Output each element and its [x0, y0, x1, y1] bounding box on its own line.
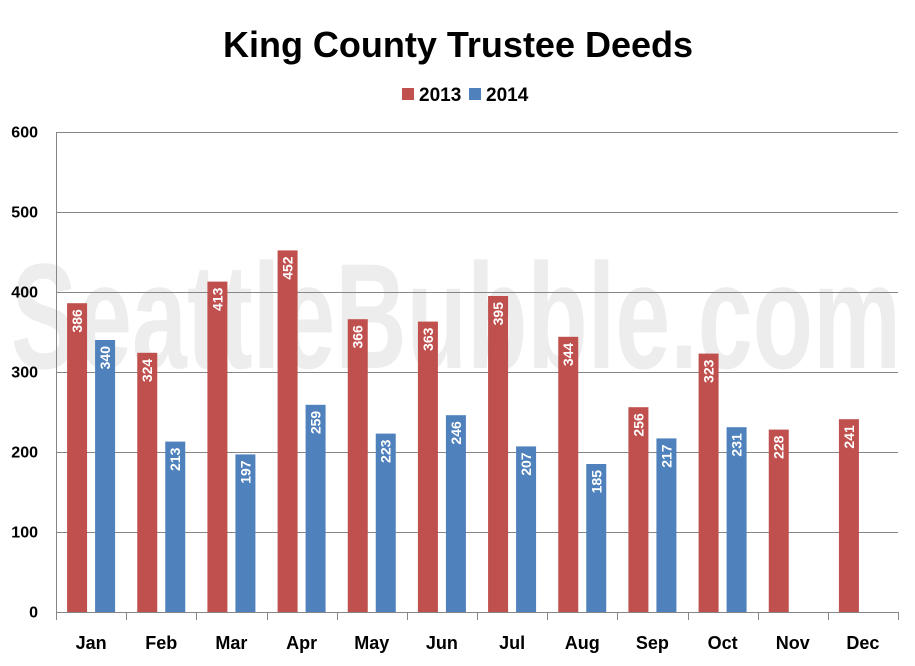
bar-2013-oct [698, 353, 719, 612]
bar-2014-aug [586, 464, 607, 612]
data-label: 207 [518, 452, 534, 476]
y-tick-label: 300 [11, 365, 38, 382]
bar-2013-apr [277, 250, 298, 612]
data-label: 395 [490, 302, 506, 326]
bar-2013-dec [838, 419, 859, 612]
data-label: 241 [841, 425, 857, 449]
x-tick-label: Jun [426, 633, 458, 653]
bars [67, 250, 859, 612]
data-label: 223 [378, 439, 394, 463]
x-tick-label: Sep [636, 633, 669, 653]
chart-title: King County Trustee Deeds [223, 24, 693, 65]
bar-2014-sep [656, 438, 677, 612]
data-label: 323 [701, 359, 717, 383]
data-label: 256 [630, 413, 646, 437]
bar-2014-oct [726, 427, 747, 612]
data-label: 246 [448, 421, 464, 445]
legend: 2013 2014 [402, 85, 529, 106]
x-tick-label: Aug [565, 633, 600, 653]
data-label: 366 [350, 325, 366, 349]
data-label: 197 [237, 460, 253, 484]
legend-swatch [402, 88, 414, 100]
data-label: 452 [280, 256, 296, 280]
x-tick-label: Jan [76, 633, 107, 653]
bar-2014-jun [445, 415, 466, 612]
x-axis-categories: Jan Feb Mar Apr May Jun Jul Aug Sep Oct Nov Dec [76, 633, 880, 653]
data-label: 340 [97, 346, 113, 370]
bar-2013-mar [207, 281, 228, 612]
grid-lines [56, 132, 898, 533]
data-label: 344 [560, 343, 576, 367]
data-label: 231 [729, 433, 745, 457]
bar-2013-jan [67, 303, 88, 612]
bar-2014-mar [235, 454, 256, 612]
x-tick-label: Feb [145, 633, 177, 653]
bar-2013-jul [488, 296, 509, 612]
bar-2013-feb [137, 352, 158, 612]
bar-2013-nov [768, 429, 789, 612]
x-tick-label: Dec [846, 633, 879, 653]
legend-label: 2014 [486, 85, 529, 106]
data-labels: 386 340 324 213 413 197 452 259 366 223 363 246 395 2… [69, 256, 857, 493]
data-label: 185 [588, 470, 604, 494]
bar-2013-aug [558, 336, 579, 612]
x-tick-label: May [354, 633, 389, 653]
y-tick-label: 100 [11, 525, 38, 542]
y-tick-label: 200 [11, 445, 38, 462]
bar-2014-jan [95, 340, 116, 612]
data-label: 386 [69, 309, 85, 333]
bar-2013-jun [417, 321, 438, 612]
data-label: 217 [658, 444, 674, 468]
legend-swatch [469, 88, 481, 100]
x-tick-label: Nov [776, 633, 810, 653]
data-label: 324 [139, 359, 155, 383]
data-label: 259 [308, 411, 324, 435]
x-tick-label: Mar [215, 633, 247, 653]
y-tick-label: 600 [11, 125, 38, 142]
bar-2014-feb [165, 441, 186, 612]
legend-label: 2013 [419, 85, 461, 106]
y-tick-label: 0 [29, 605, 38, 622]
bar-2013-sep [628, 407, 649, 612]
bar-2014-jul [516, 446, 537, 612]
y-axis-ticks: 0 100 200 300 400 500 600 [11, 125, 38, 622]
y-tick-label: 500 [11, 205, 38, 222]
bar-2013-may [347, 319, 368, 612]
x-tick-label: Oct [708, 633, 738, 653]
data-label: 363 [420, 327, 436, 351]
axes [56, 132, 899, 620]
bar-2014-apr [305, 404, 326, 612]
y-tick-label: 400 [11, 285, 38, 302]
data-label: 213 [167, 447, 183, 471]
x-tick-label: Jul [499, 633, 525, 653]
bar-2014-may [375, 433, 396, 612]
data-label: 413 [209, 287, 225, 311]
data-label: 228 [771, 435, 787, 459]
x-tick-label: Apr [286, 633, 317, 653]
